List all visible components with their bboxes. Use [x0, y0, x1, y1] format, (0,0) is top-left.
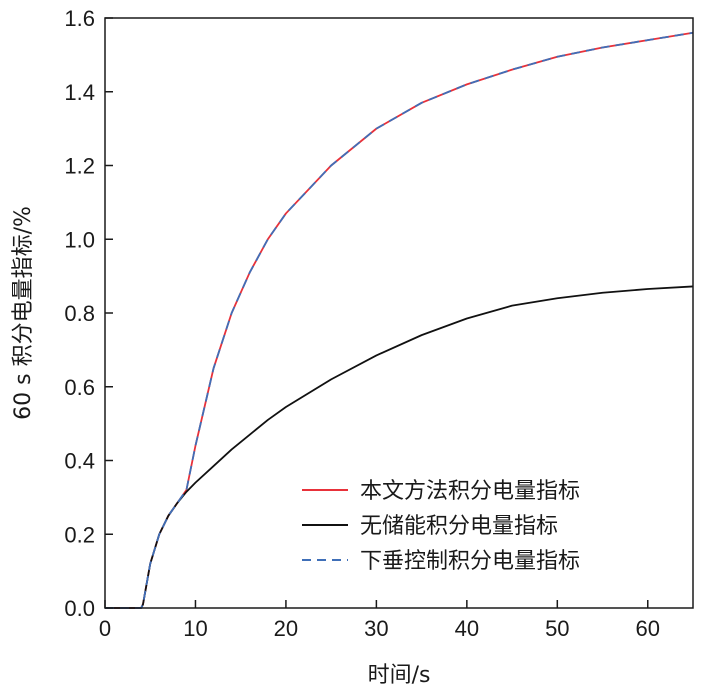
y-tick-label: 0.8 — [64, 301, 95, 326]
y-tick-label: 1.6 — [64, 6, 95, 31]
series-line-2 — [105, 31, 694, 609]
x-tick-label: 30 — [364, 616, 388, 641]
y-tick-label: 0.4 — [64, 449, 95, 474]
y-tick-label: 0.6 — [64, 375, 95, 400]
x-tick-label: 20 — [274, 616, 298, 641]
legend-label: 本文方法积分电量指标 — [360, 479, 580, 504]
y-tick-label: 1.4 — [64, 80, 95, 105]
x-tick-label: 50 — [545, 616, 569, 641]
legend-label: 无储能积分电量指标 — [360, 514, 558, 539]
y-tick-label: 0.0 — [64, 596, 95, 621]
legend-label: 下垂控制积分电量指标 — [360, 549, 580, 574]
x-tick-label: 10 — [183, 616, 207, 641]
x-tick-label: 0 — [99, 616, 111, 641]
y-tick-label: 0.2 — [64, 522, 95, 547]
y-tick-label: 1.2 — [64, 154, 95, 179]
series-line-1 — [105, 285, 694, 609]
y-tick-label: 1.0 — [64, 227, 95, 252]
x-axis-title: 时间/s — [368, 663, 431, 688]
y-axis-title: 60 s 积分电量指标/% — [11, 206, 36, 420]
axis-ticks: 0 10 20 30 40 50 60 0.0 0.2 0.4 0.6 0.8 1.0 1.2 1.4 1.6 — [64, 6, 660, 641]
plot-lines — [105, 31, 694, 609]
x-tick-label: 40 — [455, 616, 479, 641]
x-tick-label: 60 — [636, 616, 660, 641]
